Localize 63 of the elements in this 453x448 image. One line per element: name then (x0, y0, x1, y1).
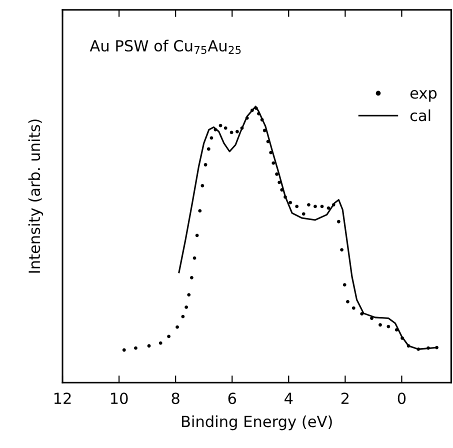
x-tick-label: 10 (111, 392, 128, 404)
point (187, 293, 191, 296)
point (260, 118, 264, 122)
point (288, 200, 292, 204)
point (352, 306, 356, 310)
x-tick-label: 12 (54, 392, 71, 404)
point (370, 316, 374, 320)
point (236, 130, 239, 134)
point (262, 128, 266, 132)
x-tick-label: 6 (228, 392, 236, 404)
point (198, 209, 202, 213)
point (386, 324, 390, 328)
point (360, 312, 364, 316)
point (184, 306, 188, 309)
point (224, 126, 228, 130)
point (122, 348, 126, 352)
x-axis-title: Binding Energy (eV) (182, 415, 332, 430)
point (284, 195, 287, 199)
point (340, 248, 344, 252)
point (295, 204, 299, 208)
point (342, 283, 346, 287)
point (204, 163, 208, 166)
text: Au PSW of Cu$_{75}$Au$_{25}$ (90, 40, 241, 54)
point (406, 344, 410, 348)
point (426, 346, 430, 350)
point (245, 116, 249, 120)
point (158, 341, 162, 345)
point (190, 276, 194, 280)
point (314, 204, 317, 208)
x-tick-label: 2 (341, 392, 349, 404)
point (250, 108, 254, 112)
point (302, 212, 306, 216)
x-tick-label: 4 (284, 392, 293, 404)
point (147, 344, 151, 348)
point (181, 314, 185, 318)
point (378, 323, 382, 327)
point (272, 161, 276, 165)
point (176, 325, 179, 329)
legend-label: exp (410, 90, 437, 102)
point (269, 150, 273, 154)
point (278, 180, 282, 184)
point (254, 106, 258, 110)
legend-label: cal (410, 109, 430, 122)
point (394, 328, 398, 332)
point (336, 220, 340, 224)
point (435, 346, 438, 350)
point (195, 234, 199, 238)
point (275, 172, 278, 176)
x-tick-label: 0 (398, 392, 406, 404)
point (167, 334, 170, 338)
point (200, 184, 204, 188)
point (256, 112, 260, 116)
point (214, 128, 218, 132)
point (307, 203, 310, 206)
point (346, 300, 350, 304)
point (134, 346, 138, 350)
x-tick-label: 8 (172, 392, 180, 404)
point (206, 147, 210, 151)
point (400, 336, 404, 340)
point (332, 203, 336, 206)
point (230, 130, 234, 134)
y-axis-title: Intensity (arb. units) (28, 120, 44, 273)
point (416, 347, 420, 351)
